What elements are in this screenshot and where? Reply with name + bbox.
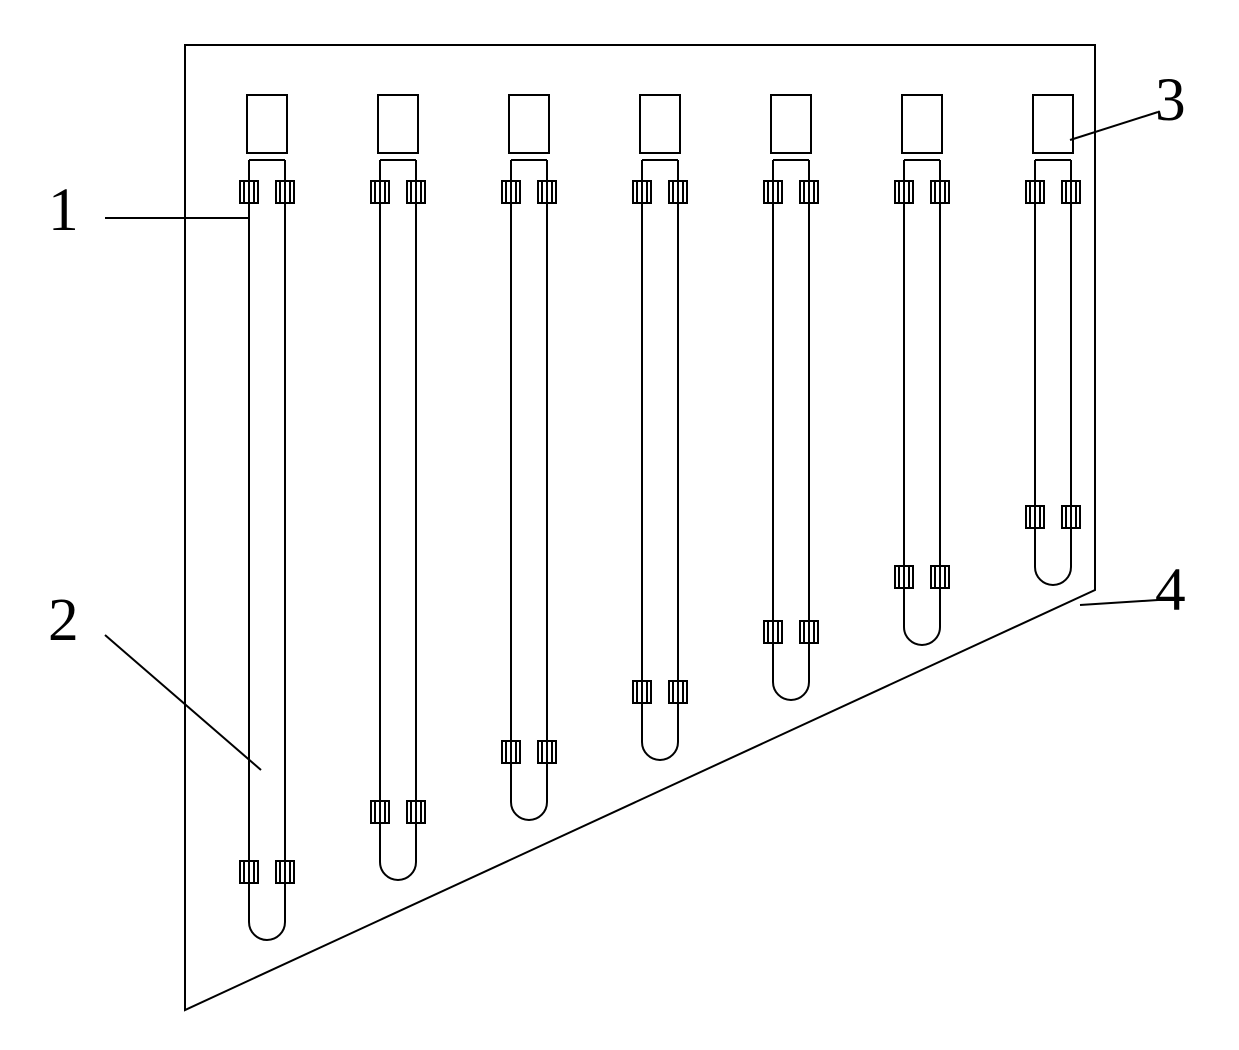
callout-label-1: 1 [48,175,79,246]
top-cap [902,95,942,153]
diagram-stage: 1 2 3 4 [0,0,1239,1050]
callout-label-2: 2 [48,585,79,656]
leader-line [1080,600,1158,605]
diagram-svg [0,0,1239,1050]
top-cap [247,95,287,153]
top-cap [771,95,811,153]
top-cap [640,95,680,153]
outer-frame [185,45,1095,1010]
top-cap [378,95,418,153]
leader-line [1070,112,1158,140]
tube [773,160,809,700]
tube [380,160,416,880]
tube [511,160,547,820]
top-cap [1033,95,1073,153]
tube [249,160,285,940]
callout-label-3: 3 [1155,65,1186,136]
tube [642,160,678,760]
top-cap [509,95,549,153]
leader-line [105,635,261,770]
callout-label-4: 4 [1155,555,1186,626]
